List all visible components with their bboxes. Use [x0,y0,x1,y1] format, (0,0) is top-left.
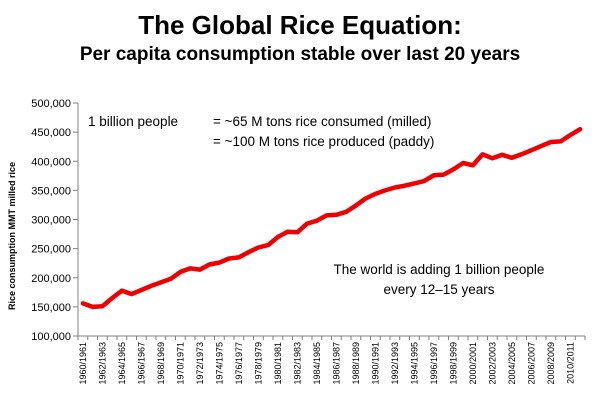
x-tick-label: 1998/1999 [448,342,458,385]
y-tick-label: 100,000 [31,331,71,343]
y-tick-label: 400,000 [31,156,71,168]
x-tick-label: 1996/1997 [429,342,439,385]
y-axis-label: Rice consumption MMT milled rice [7,162,17,310]
x-tick-label: 1976/1977 [234,342,244,385]
annotation-note-line1: The world is adding 1 billion people [334,262,545,277]
x-tick-label: 2006/2007 [526,342,536,385]
annotation-billion-people: 1 billion people [88,114,178,129]
y-tick-label: 300,000 [31,215,71,227]
x-tick-label: 2004/2005 [507,342,517,385]
y-tick-label: 250,000 [31,244,71,256]
series-group [80,126,583,310]
series-line [80,126,583,310]
y-tick-label: 150,000 [31,302,71,314]
x-tick-label: 1980/1981 [273,342,283,385]
x-tick-label: 1992/1993 [390,342,400,385]
x-tick-label: 1986/1987 [331,342,341,385]
annotation-consumed: = ~65 M tons rice consumed (milled) [213,114,431,129]
x-tick-label: 1968/1969 [156,342,166,385]
x-tick-label: 1964/1965 [117,342,127,385]
annotation-produced: = ~100 M tons rice produced (paddy) [213,134,434,149]
annotation-note-line2: every 12–15 years [383,282,494,297]
x-tick-label: 1988/1989 [351,342,361,385]
y-tick-label: 200,000 [31,273,71,285]
x-tick-label: 1984/1985 [312,342,322,385]
x-tick-label: 1978/1979 [253,342,263,385]
x-tick-label: 1974/1975 [214,342,224,385]
x-tick-label: 1962/1963 [97,342,107,385]
x-tick-label: 1960/1961 [78,342,88,385]
y-tick-label: 350,000 [31,185,71,197]
x-tick-label: 2008/2009 [546,342,556,385]
chart-subtitle: Per capita consumption stable over last … [79,44,521,65]
x-tick-label: 1990/1991 [370,342,380,385]
x-axis: 1960/1961 1962/1963 1964/1965 1966/1967 1968… [77,335,586,385]
x-tick-label: 2010/2011 [565,342,575,384]
y-tick-label: 500,000 [31,98,71,110]
x-tick-label: 2002/2003 [487,342,497,385]
x-tick-label: 1966/1967 [136,342,146,385]
y-tick-label: 450,000 [31,127,71,139]
x-tick-label: 1970/1971 [175,342,185,385]
x-tick-label: 2000/2001 [468,342,478,385]
x-tick-label: 1994/1995 [409,342,419,385]
x-tick-label: 1982/1983 [292,342,302,385]
y-axis: 100,000 150,000 200,000 250,000 300,000 350,0… [31,98,79,343]
x-tick-label: 1972/1973 [195,342,205,385]
chart-title: The Global Rice Equation: [138,10,462,40]
